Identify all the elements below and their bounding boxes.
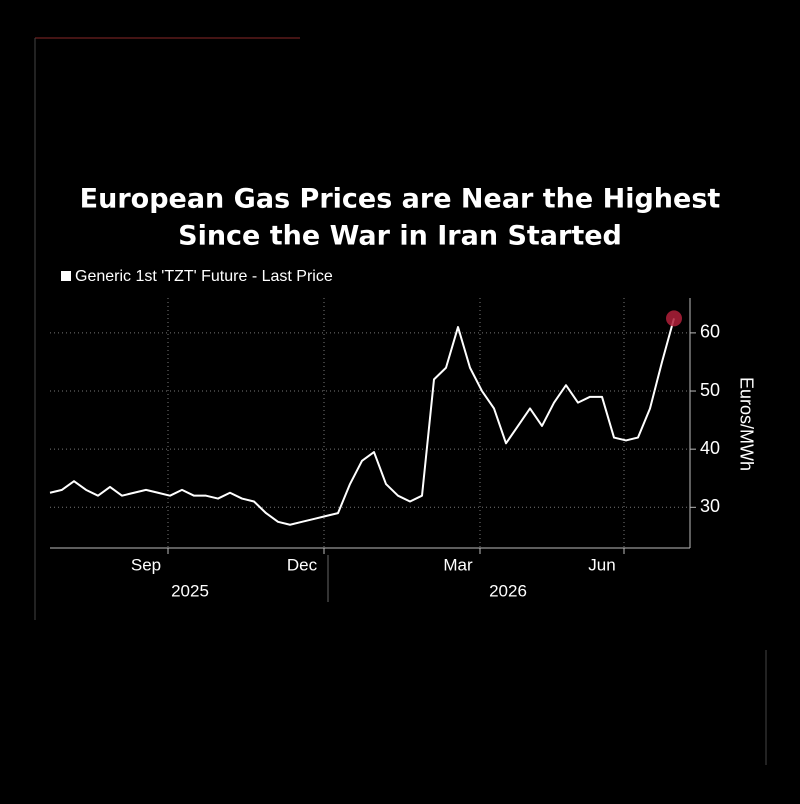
legend-swatch [61,271,71,281]
x-tick-label: Mar [443,555,473,574]
y-tick-label: 30 [700,496,720,516]
y-tick-label: 40 [700,438,720,458]
y-axis-label: Euros/MWh [736,377,756,471]
legend-label: Generic 1st 'TZT' Future - Last Price [75,268,333,285]
y-tick-label: 50 [700,380,720,400]
x-tick-label: Dec [287,555,318,574]
chart-title: Since the War in Iran Started [178,221,622,252]
chart-title: European Gas Prices are Near the Highest [80,184,721,215]
last-point [666,310,682,327]
x-tick-label: Jun [588,555,615,574]
y-tick-label: 60 [700,322,720,342]
data-line [49,318,675,526]
year-label: 2026 [489,581,527,600]
year-label: 2025 [171,581,209,600]
x-tick-label: Sep [131,555,161,574]
